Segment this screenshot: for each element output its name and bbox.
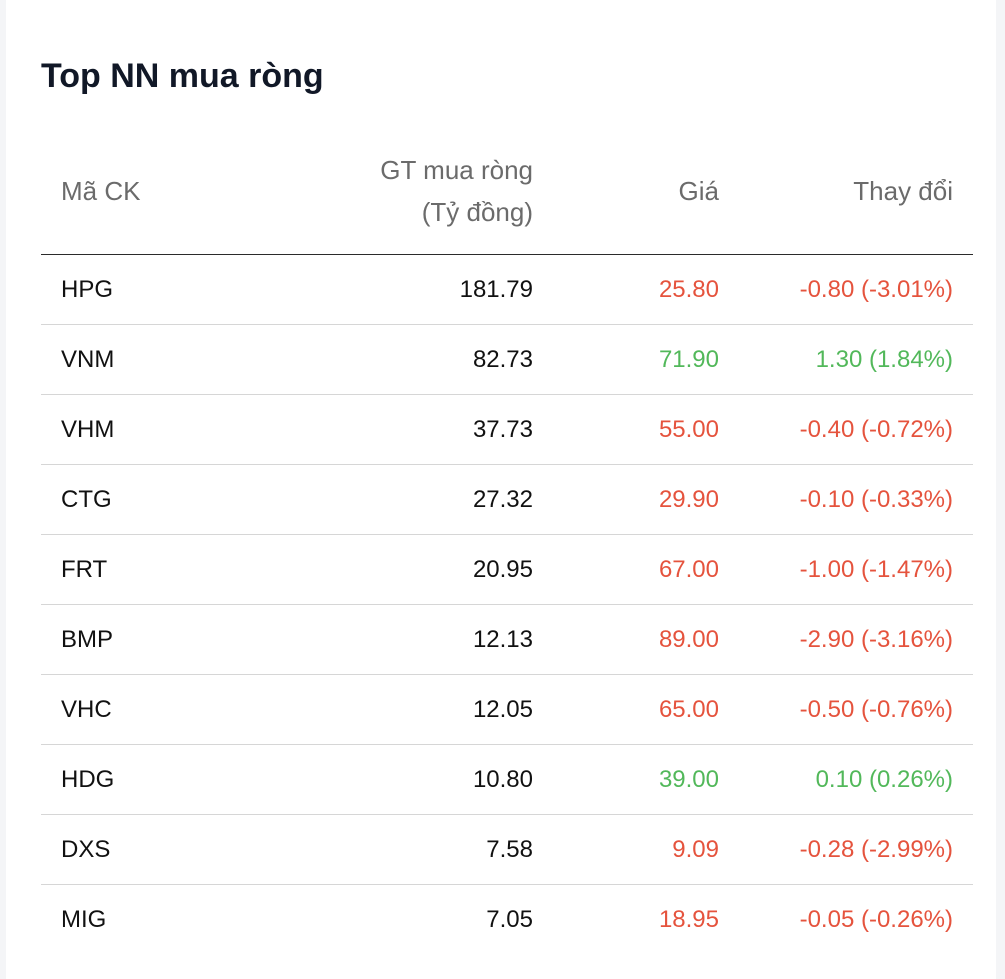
net-buy-value: 7.05 [486,906,533,933]
table-row[interactable]: VHC 12.05 65.00 -0.50 (-0.76%) [41,675,973,745]
table-row[interactable]: MIG 7.05 18.95 -0.05 (-0.26%) [41,885,973,954]
header-price: Giá [678,176,719,206]
stock-code[interactable]: DXS [61,836,111,863]
change: -0.05 (-0.26%) [799,906,953,933]
net-buy-value: 181.79 [459,276,533,303]
header-net-buy-value-line1: GT mua ròng [380,155,533,185]
net-buy-value: 82.73 [472,346,533,373]
net-buy-value: 37.73 [472,416,533,443]
table-row[interactable]: HPG 181.79 25.80 -0.80 (-3.01%) [41,255,973,325]
stock-code[interactable]: BMP [61,626,114,653]
table-row[interactable]: VNM 82.73 71.90 1.30 (1.84%) [41,325,973,395]
price: 25.80 [658,276,719,303]
header-change: Thay đổi [853,176,953,206]
change: -0.80 (-3.01%) [799,276,953,303]
net-buy-value: 20.95 [472,556,533,583]
price: 89.00 [658,626,719,653]
price: 9.09 [672,836,719,863]
price: 65.00 [658,696,719,723]
header-code: Mã CK [61,176,141,206]
table-row[interactable]: BMP 12.13 89.00 -2.90 (-3.16%) [41,605,973,675]
net-buy-value: 12.13 [472,626,533,653]
net-buy-value: 7.58 [486,836,533,863]
net-buy-value: 12.05 [472,696,533,723]
table-row[interactable]: HDG 10.80 39.00 0.10 (0.26%) [41,745,973,815]
stock-code[interactable]: FRT [61,556,108,583]
change: -0.50 (-0.76%) [799,696,953,723]
widget-title: Top NN mua ròng [41,57,324,95]
net-buy-value: 10.80 [472,766,533,793]
header-net-buy-value: GT mua ròng (Tỷ đồng) [380,149,533,233]
stock-code[interactable]: CTG [61,486,112,513]
price: 39.00 [658,766,719,793]
price: 67.00 [658,556,719,583]
table-row[interactable]: DXS 7.58 9.09 -0.28 (-2.99%) [41,815,973,885]
price: 71.90 [658,346,719,373]
stock-code[interactable]: VNM [61,346,115,373]
price: 29.90 [658,486,719,513]
change: -1.00 (-1.47%) [799,556,953,583]
header-net-buy-value-line2: (Tỷ đồng) [421,197,533,227]
top-net-buy-card: Top NN mua ròng Mã CK GT mua ròng (Tỷ đồ… [6,0,996,979]
stock-code[interactable]: HDG [61,766,115,793]
price: 55.00 [658,416,719,443]
change: -0.28 (-2.99%) [799,836,953,863]
change: 1.30 (1.84%) [815,346,953,373]
net-buy-table: Mã CK GT mua ròng (Tỷ đồng) Giá Thay đổi… [41,140,973,954]
table-row[interactable]: VHM 37.73 55.00 -0.40 (-0.72%) [41,395,973,465]
table-row[interactable]: CTG 27.32 29.90 -0.10 (-0.33%) [41,465,973,535]
stock-code[interactable]: HPG [61,276,114,303]
change: 0.10 (0.26%) [815,766,953,793]
stock-code[interactable]: VHM [61,416,115,443]
stock-code[interactable]: VHC [61,696,112,723]
table-row[interactable]: FRT 20.95 67.00 -1.00 (-1.47%) [41,535,973,605]
table-header: Mã CK GT mua ròng (Tỷ đồng) Giá Thay đổi [41,140,973,255]
change: -0.10 (-0.33%) [799,486,953,513]
stock-code[interactable]: MIG [61,906,107,933]
change: -2.90 (-3.16%) [799,626,953,653]
table-body: HPG 181.79 25.80 -0.80 (-3.01%) VNM 82.7… [41,255,973,954]
price: 18.95 [658,906,719,933]
net-buy-value: 27.32 [472,486,533,513]
change: -0.40 (-0.72%) [799,416,953,443]
